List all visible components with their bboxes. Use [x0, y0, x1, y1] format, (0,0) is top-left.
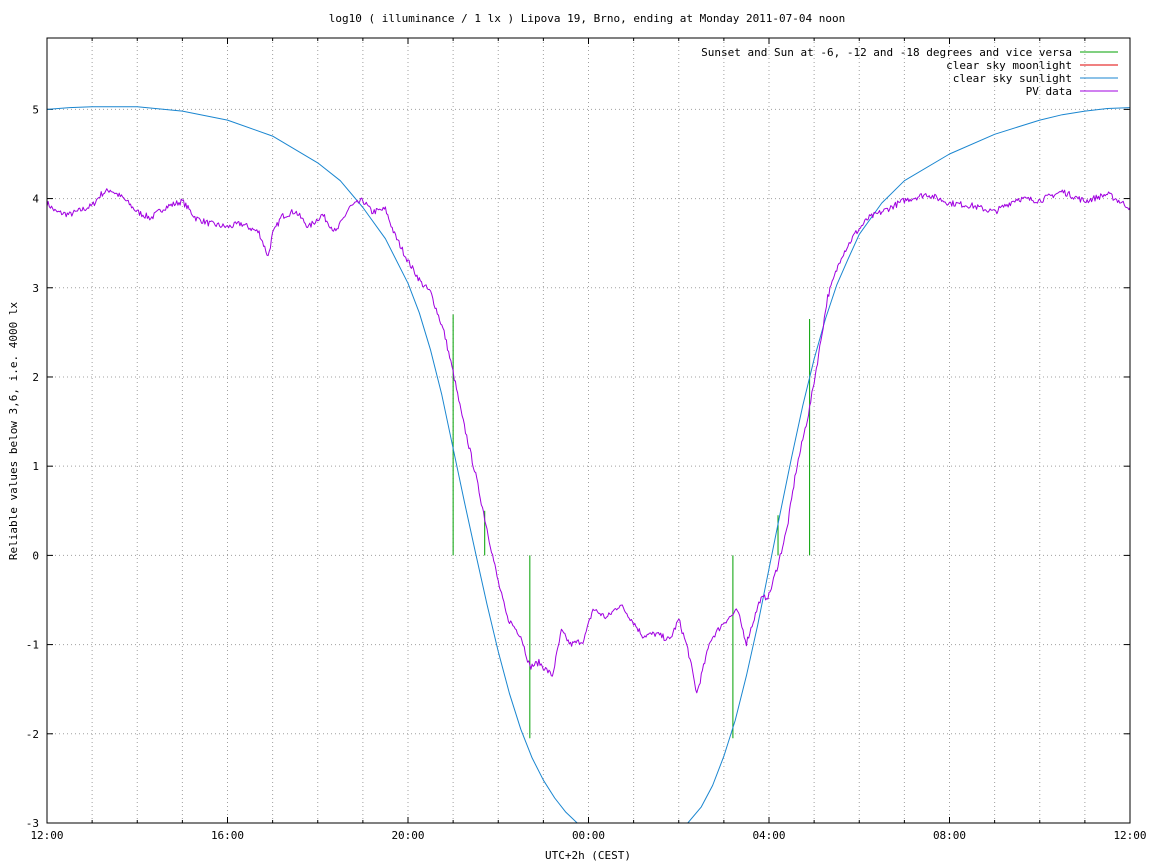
y-tick-label: 0 [32, 549, 39, 562]
y-tick-label: -2 [26, 728, 39, 741]
legend-label: clear sky moonlight [946, 59, 1072, 72]
x-tick-label: 20:00 [391, 829, 424, 842]
series-line [47, 106, 1130, 823]
x-tick-label: 12:00 [30, 829, 63, 842]
x-tick-label: 00:00 [572, 829, 605, 842]
y-tick-label: 2 [32, 371, 39, 384]
y-tick-label: -3 [26, 817, 39, 830]
x-tick-label: 08:00 [933, 829, 966, 842]
y-tick-label: 1 [32, 460, 39, 473]
legend: Sunset and Sun at -6, -12 and -18 degree… [701, 46, 1118, 98]
series-2 [47, 188, 1130, 694]
y-tick-label: -1 [26, 639, 39, 652]
y-tick-label: 3 [32, 282, 39, 295]
chart-title: log10 ( illuminance / 1 lx ) Lipova 19, … [329, 12, 846, 25]
legend-label: clear sky sunlight [953, 72, 1072, 85]
legend-label: Sunset and Sun at -6, -12 and -18 degree… [701, 46, 1072, 59]
x-tick-label: 04:00 [752, 829, 785, 842]
x-axis-label: UTC+2h (CEST) [545, 849, 631, 862]
legend-label: PV data [1026, 85, 1072, 98]
plot-frame [46, 37, 1131, 824]
y-tick-label: 5 [32, 103, 39, 116]
series-line [47, 188, 1130, 694]
x-tick-label: 12:00 [1113, 829, 1146, 842]
x-tick-label: 16:00 [211, 829, 244, 842]
series-0 [452, 314, 811, 739]
series-1 [47, 106, 1130, 823]
y-axis-label: Reliable values below 3,6, i.e. 4000 lx [7, 301, 20, 560]
axis-ticks: 12:00 16:00 20:00 00:00 04:00 08:00 12:00-3-2-… [26, 38, 1147, 842]
y-tick-label: 4 [32, 193, 39, 206]
plot-area [47, 106, 1130, 823]
grid [47, 38, 1130, 823]
